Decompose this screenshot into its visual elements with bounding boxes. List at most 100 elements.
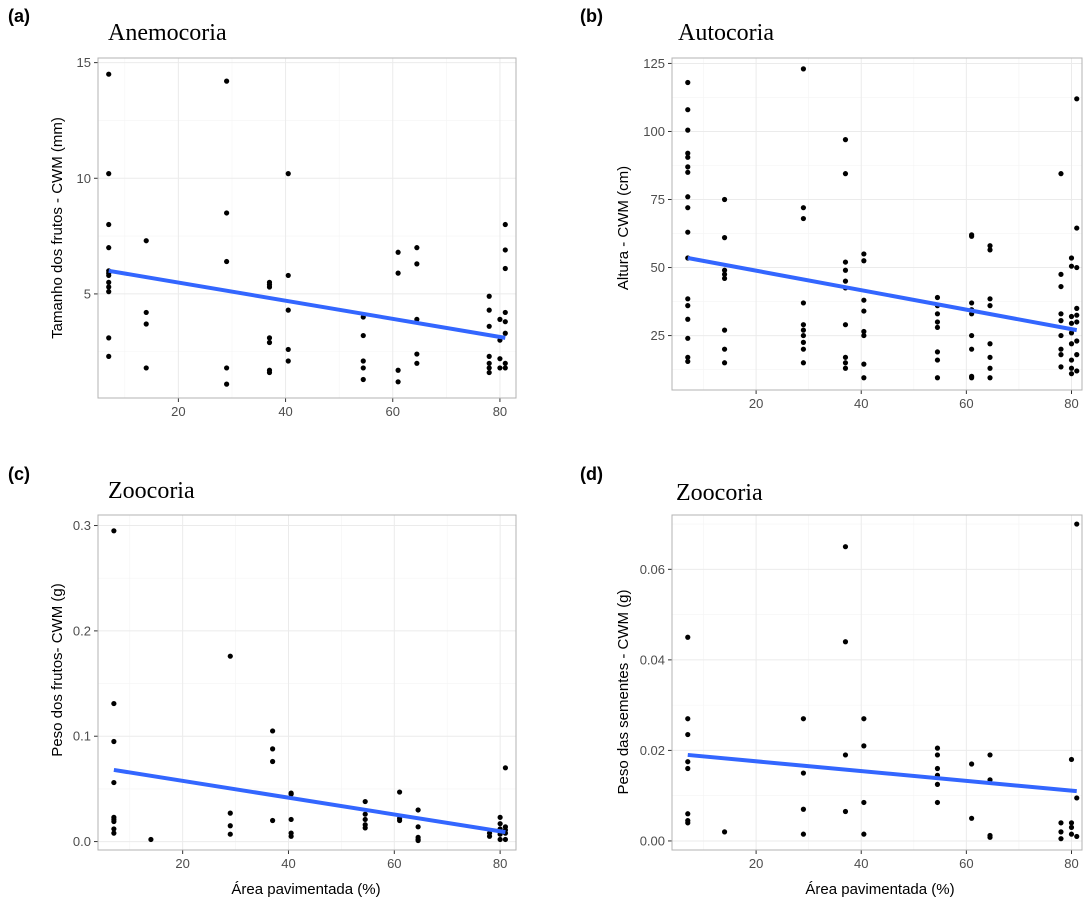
data-point: [987, 247, 993, 253]
y-tick-label: 0.06: [640, 562, 665, 577]
data-point: [1058, 364, 1064, 370]
data-point: [800, 66, 807, 72]
data-point: [987, 752, 993, 758]
data-point: [1058, 836, 1064, 842]
data-point: [969, 300, 975, 306]
data-point: [270, 817, 276, 824]
data-point: [148, 836, 154, 843]
data-point: [934, 311, 941, 317]
data-point: [266, 335, 273, 341]
data-point: [1074, 795, 1080, 801]
y-tick-label: 50: [651, 260, 665, 275]
data-point: [934, 324, 941, 331]
data-point: [486, 353, 492, 359]
data-point: [111, 779, 117, 786]
x-tick-label: 80: [493, 404, 507, 419]
x-tick-label: 80: [493, 856, 507, 871]
trend-line: [687, 752, 1077, 794]
data-point: [270, 746, 276, 752]
data-point: [685, 354, 691, 360]
x-tick-label: 60: [959, 856, 973, 871]
trend-line: [113, 767, 506, 835]
data-point: [106, 71, 112, 77]
panel-border: [671, 57, 1083, 391]
x-tick-label: 40: [854, 856, 868, 871]
y-axis-title: Peso das sementes - CWM (g): [615, 589, 632, 794]
data-point: [414, 261, 420, 267]
data-point: [111, 528, 117, 534]
data-point: [288, 833, 294, 839]
data-point: [721, 327, 728, 333]
data-point: [842, 544, 849, 550]
y-tick-label: 0.3: [73, 518, 91, 533]
data-point: [685, 164, 691, 170]
data-point: [415, 824, 421, 830]
data-point: [285, 358, 291, 364]
panel-border: [97, 57, 517, 399]
data-point: [934, 357, 941, 363]
data-point: [502, 836, 509, 843]
data-point: [1068, 831, 1075, 837]
data-point: [987, 365, 993, 371]
data-point: [288, 791, 294, 797]
data-point: [288, 816, 294, 823]
data-point: [1074, 368, 1080, 374]
data-point: [497, 356, 503, 362]
data-point: [685, 335, 691, 341]
data-point: [486, 833, 493, 839]
data-point: [395, 379, 401, 385]
data-point: [861, 258, 867, 264]
plot-area: 20 40 60 80 0.0 0.1 0.2 0.3: [73, 514, 517, 871]
x-tick-label: 40: [278, 404, 292, 419]
data-point: [1058, 271, 1064, 277]
data-point: [987, 296, 993, 302]
data-point: [270, 728, 276, 734]
data-point: [685, 759, 691, 765]
data-point: [362, 825, 368, 831]
data-point: [800, 322, 807, 328]
y-tick-label: 0.02: [640, 743, 665, 758]
plot-area: 20 40 60 80 5 10 15: [77, 55, 517, 419]
data-point: [842, 354, 849, 360]
x-tick-label: 20: [749, 856, 763, 871]
data-point: [842, 360, 849, 366]
data-point: [800, 831, 807, 837]
panel-title: Autocoria: [678, 20, 774, 46]
data-point: [685, 303, 691, 309]
data-point: [224, 381, 230, 387]
panel-label: (d): [580, 464, 603, 484]
data-point: [486, 365, 492, 371]
x-tick-label: 40: [281, 856, 295, 871]
data-point: [106, 221, 112, 228]
data-point: [721, 275, 728, 282]
data-point: [987, 354, 993, 360]
data-point: [842, 322, 849, 328]
x-tick-label: 80: [1064, 396, 1078, 411]
data-point: [106, 284, 112, 290]
data-point: [1068, 824, 1075, 830]
data-point: [861, 308, 867, 314]
data-point: [861, 799, 867, 806]
data-point: [721, 235, 728, 241]
y-axis-title: Altura - CWM (cm): [615, 166, 632, 290]
data-point: [415, 837, 421, 844]
data-point: [497, 836, 503, 843]
plot-area: 20 40 60 80 0.00 0.02 0.04 0.06: [640, 514, 1083, 871]
data-point: [800, 346, 807, 352]
data-point: [285, 272, 291, 279]
data-point: [285, 307, 291, 313]
data-point: [685, 194, 691, 200]
data-point: [861, 361, 867, 367]
data-point: [861, 743, 867, 749]
data-point: [266, 339, 273, 346]
data-point: [497, 365, 503, 371]
data-point: [1074, 833, 1080, 840]
panel-c: (c) Zoocoria Peso dos frutos- CWM (g) Ár…: [8, 464, 517, 898]
data-point: [987, 341, 993, 347]
data-point: [1058, 346, 1064, 352]
data-point: [861, 831, 867, 837]
data-point: [1068, 255, 1075, 261]
panel-b: (b) Autocoria Altura - CWM (cm) 20 40 60 80…: [580, 6, 1083, 411]
data-point: [800, 770, 807, 776]
